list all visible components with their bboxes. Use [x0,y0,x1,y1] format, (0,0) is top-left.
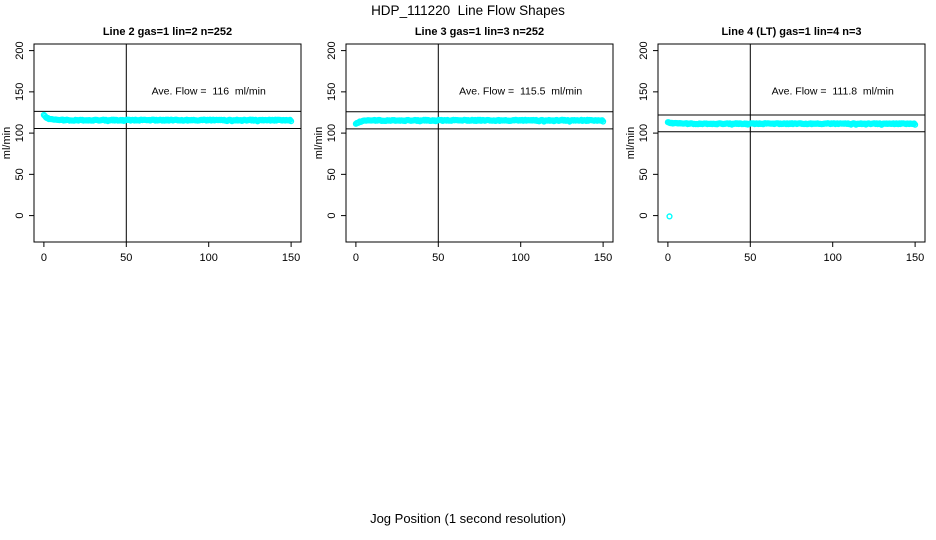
outlier-point [666,213,673,220]
x-tick-label: 0 [41,252,47,264]
x-tick-label: 0 [665,252,671,264]
y-tick-label: 200 [14,41,26,59]
points-layer [664,119,919,220]
x-tick-label: 100 [512,252,530,264]
points-layer [352,116,607,127]
main-title: HDP_111220 Line Flow Shapes [371,3,565,18]
y-axis-title: ml/min [1,127,13,159]
plot-line-3: Line 3 gas=1 lin=3 n=252 0 50 100 150 0 50 100… [312,0,624,290]
y-tick-label: 200 [638,41,650,59]
x-tick-label: 150 [594,252,612,264]
plot-svg-line-4: 0 50 100 150 0 50 100 150 200 ml/min Ave. Flow = 1… [625,41,926,264]
x-tick-label: 50 [120,252,132,264]
data-point [288,118,295,125]
y-tick-label: 200 [326,41,338,59]
plot-line-4: Line 4 (LT) gas=1 lin=4 n=3 0 50 100 150 0 50… [624,0,936,290]
x-tick-label: 50 [744,252,756,264]
y-tick-label: 50 [14,168,26,180]
x-tick-label: 150 [282,252,300,264]
y-tick-label: 100 [14,124,26,142]
y-tick-label: 0 [638,213,650,219]
plot-title: Line 2 gas=1 lin=2 n=252 [102,26,233,38]
y-tick-label: 50 [326,168,338,180]
plot-box [33,43,302,243]
plot-box [345,43,614,243]
y-tick-label: 50 [638,168,650,180]
plot-title: Line 3 gas=1 lin=3 n=252 [414,26,545,38]
plot-box [657,43,926,243]
x-tick-label: 100 [824,252,842,264]
y-tick-label: 0 [326,213,338,219]
y-tick-label: 100 [638,124,650,142]
y-tick-label: 150 [14,83,26,101]
ave-flow-annotation: Ave. Flow = 111.8 ml/min [772,85,894,97]
points-layer [40,111,295,125]
x-tick-label: 100 [200,252,218,264]
y-axis-title: ml/min [625,127,637,159]
plot-svg-line-2: 0 50 100 150 0 50 100 150 200 ml/min Ave. Flow = 1… [1,41,302,264]
ave-flow-annotation: Ave. Flow = 115.5 ml/min [459,85,582,97]
x-tick-label: 0 [353,252,359,264]
y-axis-title: ml/min [313,127,325,159]
y-tick-label: 100 [326,124,338,142]
y-tick-label: 150 [638,83,650,101]
x-axis-label: Jog Position (1 second resolution) [370,511,566,526]
plot-line-2: Line 2 gas=1 lin=2 n=252 0 50 100 150 0 50 100… [0,0,312,290]
plot-title: Line 4 (LT) gas=1 lin=4 n=3 [721,26,862,38]
ave-flow-annotation: Ave. Flow = 116 ml/min [152,85,266,97]
plot-svg-line-3: 0 50 100 150 0 50 100 150 200 ml/min Ave. Flow = 1… [313,41,614,264]
y-tick-label: 150 [326,83,338,101]
x-tick-label: 50 [432,252,444,264]
data-point [600,118,607,125]
x-tick-label: 150 [906,252,924,264]
y-tick-label: 0 [14,213,26,219]
data-point [912,121,919,128]
